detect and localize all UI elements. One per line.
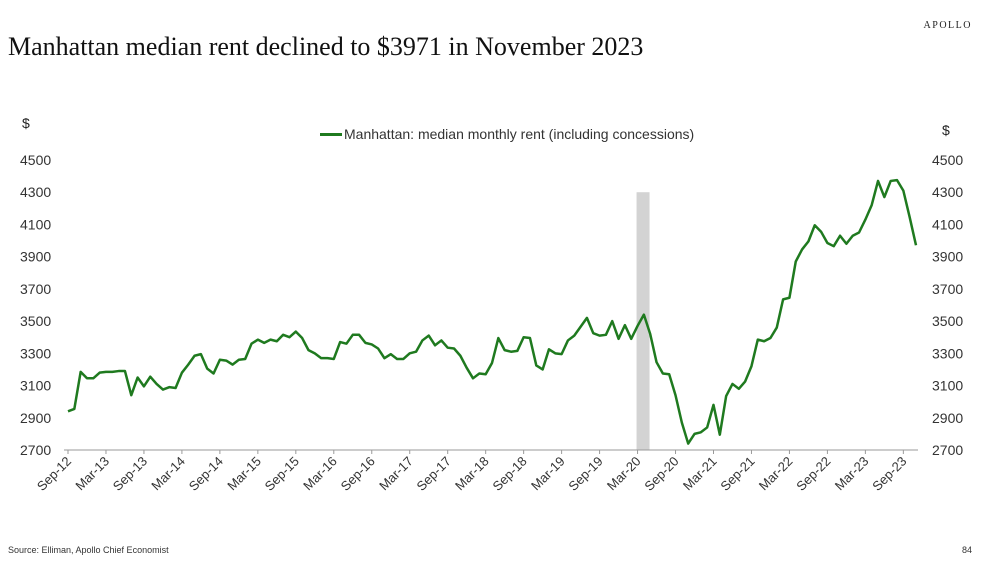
y-tick-label-left: 2900 — [20, 410, 51, 426]
y-tick-label-right: 4300 — [932, 184, 963, 200]
y-tick-label-right: 2700 — [932, 442, 963, 458]
y-tick-label-left: 3300 — [20, 345, 51, 361]
y-tick-label-left: 4500 — [20, 152, 51, 168]
x-tick-label: Mar-22 — [756, 454, 796, 494]
y-tick-label-left: 4100 — [20, 216, 51, 232]
y-tick-label-left: 3900 — [20, 249, 51, 265]
x-tick-label: Mar-16 — [300, 454, 340, 494]
y-tick-label-right: 2900 — [932, 410, 963, 426]
x-tick-label: Sep-21 — [717, 454, 757, 494]
series-line-manhattan-rent — [67, 178, 918, 445]
source-note: Source: Elliman, Apollo Chief Economist — [8, 545, 169, 555]
y-tick-label-left: 3100 — [20, 378, 51, 394]
y-tick-label-left: 4300 — [20, 184, 51, 200]
y-tick-label-right: 3500 — [932, 313, 963, 329]
y-tick-label-left: 3500 — [20, 313, 51, 329]
legend-swatch — [320, 132, 342, 136]
x-tick-label: Sep-16 — [338, 454, 378, 494]
x-tick-label: Sep-18 — [490, 454, 530, 494]
y-axis-unit-left: $ — [22, 115, 30, 131]
x-tick-label: Mar-20 — [604, 454, 644, 494]
y-tick-label-right: 4500 — [932, 152, 963, 168]
x-tick-label: Mar-18 — [452, 454, 492, 494]
x-tick-label: Mar-21 — [680, 454, 720, 494]
x-tick-label: Sep-17 — [414, 454, 454, 494]
y-tick-label-left: 3700 — [20, 281, 51, 297]
page-number: 84 — [961, 545, 972, 555]
brand-logo: APOLLO — [923, 20, 972, 31]
x-tick-label: Mar-23 — [832, 454, 872, 494]
y-tick-label-right: 4100 — [932, 216, 963, 232]
x-tick-label: Sep-13 — [110, 454, 150, 494]
shaded-region — [636, 192, 650, 450]
y-tick-label-right: 3300 — [932, 345, 963, 361]
x-tick-label: Mar-19 — [528, 454, 568, 494]
y-axis-unit-right: $ — [942, 122, 950, 138]
x-tick-label: Sep-15 — [262, 454, 302, 494]
x-tick-label: Sep-22 — [793, 454, 833, 494]
x-tick-label: Sep-23 — [869, 454, 909, 494]
x-tick-label: Mar-14 — [148, 454, 188, 494]
chart-legend: Manhattan: median monthly rent (includin… — [320, 126, 694, 142]
x-tick-label: Sep-12 — [34, 454, 74, 494]
x-tick-label: Sep-14 — [186, 454, 226, 494]
y-tick-label-right: 3700 — [932, 281, 963, 297]
x-tick-label: Mar-13 — [72, 454, 112, 494]
y-tick-label-right: 3900 — [932, 249, 963, 265]
x-tick-label: Sep-19 — [565, 454, 605, 494]
x-tick-label: Mar-15 — [224, 454, 264, 494]
x-tick-label: Mar-17 — [376, 454, 416, 494]
legend-label: Manhattan: median monthly rent (includin… — [344, 126, 695, 142]
x-tick-label: Sep-20 — [641, 454, 681, 494]
y-tick-label-left: 2700 — [20, 442, 51, 458]
y-tick-label-right: 3100 — [932, 378, 963, 394]
chart-title: Manhattan median rent declined to $3971 … — [8, 32, 644, 61]
